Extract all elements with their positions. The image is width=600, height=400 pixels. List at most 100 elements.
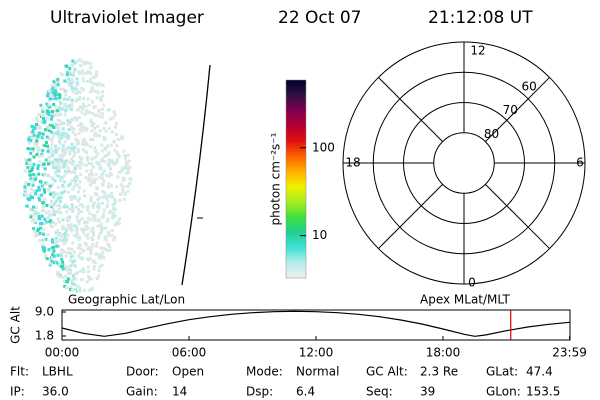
aurora-pixel [104, 239, 108, 243]
aurora-pixel [82, 189, 86, 193]
aurora-pixel [31, 181, 35, 185]
aurora-pixel [120, 169, 124, 173]
aurora-pixel [84, 224, 88, 228]
aurora-pixel [113, 223, 117, 227]
aurora-pixel [65, 205, 69, 209]
aurora-pixel [104, 226, 108, 230]
aurora-pixel [41, 144, 45, 147]
aurora-pixel [50, 162, 54, 166]
aurora-pixel [55, 126, 59, 130]
aurora-pixel [89, 251, 93, 255]
aurora-pixel [57, 132, 61, 136]
aurora-pixel [66, 106, 70, 110]
aurora-pixel [88, 218, 92, 222]
aurora-pixel [29, 213, 33, 217]
aurora-pixel [68, 215, 72, 219]
aurora-pixel [115, 144, 119, 148]
aurora-pixel [24, 193, 28, 197]
aurora-pixel [113, 199, 117, 203]
aurora-pixel [108, 245, 112, 249]
aurora-pixel [58, 158, 62, 162]
aurora-pixel [106, 144, 110, 148]
aurora-pixel [96, 224, 100, 228]
info-value: Open [172, 365, 204, 379]
aurora-pixel [56, 158, 60, 162]
aurora-pixel [129, 177, 133, 181]
aurora-pixel [68, 152, 72, 156]
aurora-pixel [89, 66, 93, 70]
aurora-pixel [55, 109, 59, 113]
aurora-pixel [63, 113, 67, 117]
aurora-pixel [52, 126, 56, 129]
aurora-pixel [78, 256, 82, 260]
aurora-pixel [52, 162, 56, 166]
aurora-pixel [47, 129, 51, 132]
aurora-pixel [37, 212, 41, 215]
aurora-pixel [106, 162, 110, 165]
aurora-pixel [91, 227, 95, 230]
aurora-pixel [125, 162, 129, 166]
aurora-pixel [53, 222, 57, 226]
aurora-pixel [59, 136, 63, 140]
aurora-pixel [32, 162, 36, 166]
aurora-pixel [56, 164, 60, 168]
aurora-pixel [48, 97, 52, 101]
aurora-pixel [81, 139, 85, 143]
aurora-pixel [68, 226, 71, 230]
aurora-pixel [44, 220, 48, 224]
aurora-pixel [78, 236, 82, 240]
aurora-pixel [54, 259, 58, 263]
aurora-pixel [56, 192, 60, 196]
aurora-pixel [40, 231, 44, 235]
aurora-pixel [61, 149, 64, 153]
aurora-pixel [64, 93, 68, 97]
lat-label: 60 [521, 79, 536, 93]
aurora-pixel [84, 176, 88, 180]
aurora-pixel [75, 91, 79, 95]
aurora-pixel [106, 242, 110, 246]
aurora-pixel [37, 172, 41, 176]
aurora-pixel [95, 277, 99, 281]
aurora-pixel [62, 205, 66, 209]
y-tick-label: 9.0 [35, 305, 54, 319]
aurora-pixel [91, 238, 95, 242]
aurora-pixel [77, 107, 81, 111]
aurora-pixel [101, 90, 104, 94]
aurora-pixel [28, 165, 32, 169]
aurora-pixel [70, 282, 74, 285]
aurora-pixel [80, 110, 84, 114]
aurora-pixel [53, 158, 57, 162]
aurora-pixel [44, 112, 48, 116]
mlt-label: 6 [576, 156, 584, 170]
aurora-pixel [73, 171, 77, 175]
aurora-pixel [83, 163, 87, 167]
aurora-pixel [60, 176, 64, 180]
aurora-pixel [79, 158, 83, 162]
aurora-pixel [70, 98, 74, 102]
aurora-pixel [73, 264, 77, 268]
aurora-pixel [91, 230, 95, 234]
aurora-pixel [86, 257, 89, 261]
aurora-pixel [29, 151, 33, 155]
aurora-pixel [89, 169, 93, 172]
aurora-pixel [37, 214, 41, 217]
aurora-pixel [32, 189, 36, 193]
aurora-pixel [49, 262, 53, 266]
aurora-pixel [70, 126, 74, 130]
aurora-pixel [73, 61, 77, 65]
aurora-pixel [76, 164, 80, 168]
aurora-pixel [110, 228, 114, 232]
aurora-pixel [84, 243, 88, 247]
aurora-pixel [89, 249, 93, 252]
aurora-pixel [113, 214, 117, 218]
aurora-pixel [101, 195, 105, 199]
aurora-pixel [65, 219, 69, 223]
aurora-pixel [76, 199, 80, 203]
aurora-pixel [43, 167, 47, 171]
aurora-pixel [87, 162, 91, 165]
aurora-pixel [124, 164, 128, 168]
aurora-pixel [74, 118, 78, 122]
aurora-pixel [101, 172, 105, 175]
aurora-pixel [65, 237, 69, 241]
aurora-pixel [28, 169, 32, 173]
